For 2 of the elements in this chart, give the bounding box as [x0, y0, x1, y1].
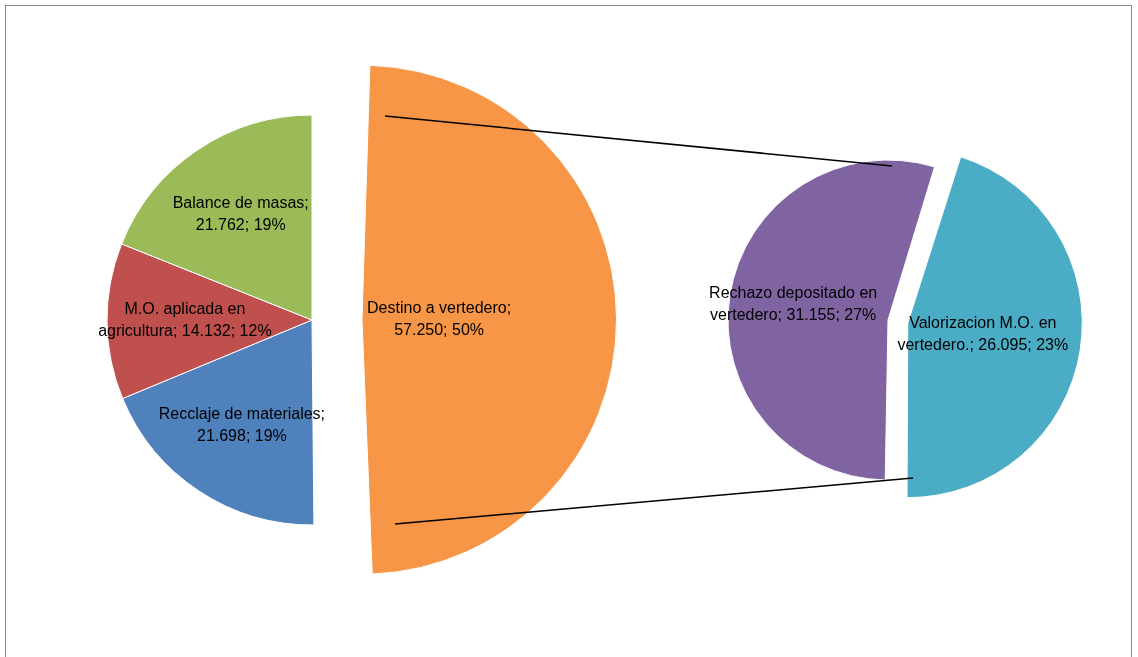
slice-label: Destino a vertedero; 57.250; 50% [367, 298, 512, 338]
slice-label: Balance de masas; 21.762; 19% [172, 194, 309, 234]
